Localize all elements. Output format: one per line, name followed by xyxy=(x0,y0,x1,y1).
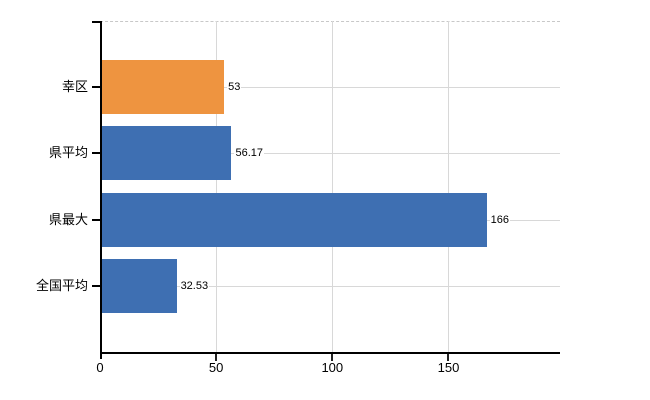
category-label: 県平均 xyxy=(48,145,88,160)
plot-area xyxy=(100,21,560,352)
value-label: 53 xyxy=(227,80,242,94)
y-axis-line xyxy=(100,21,102,359)
x-axis-tick xyxy=(215,354,218,361)
bar xyxy=(101,259,177,313)
bar xyxy=(101,60,224,114)
category-label: 幸区 xyxy=(61,79,88,94)
x-axis-line xyxy=(100,352,560,354)
x-tick-label: 0 xyxy=(96,360,104,375)
bar xyxy=(101,126,231,180)
x-tick-label: 50 xyxy=(208,360,224,375)
value-label: 32.53 xyxy=(179,279,210,293)
bar xyxy=(101,193,487,247)
y-axis-tick xyxy=(92,285,100,287)
x-axis-tick xyxy=(447,354,450,361)
y-axis-top-tick xyxy=(92,21,100,23)
plot-top-border xyxy=(100,21,560,22)
category-label: 全国平均 xyxy=(35,278,88,293)
category-label: 県最大 xyxy=(48,212,88,227)
y-axis-tick xyxy=(92,219,100,221)
y-axis-tick xyxy=(92,86,100,88)
v-gridline xyxy=(448,21,450,352)
h-gridline xyxy=(100,153,560,154)
value-label: 166 xyxy=(489,213,511,227)
x-tick-label: 150 xyxy=(437,360,460,375)
y-axis-tick xyxy=(92,152,100,154)
v-gridline xyxy=(332,21,334,352)
v-gridline xyxy=(216,21,218,352)
h-gridline xyxy=(100,87,560,88)
h-gridline xyxy=(100,286,560,287)
x-tick-label: 100 xyxy=(321,360,344,375)
x-axis-tick xyxy=(331,354,334,361)
value-label: 56.17 xyxy=(234,146,265,160)
